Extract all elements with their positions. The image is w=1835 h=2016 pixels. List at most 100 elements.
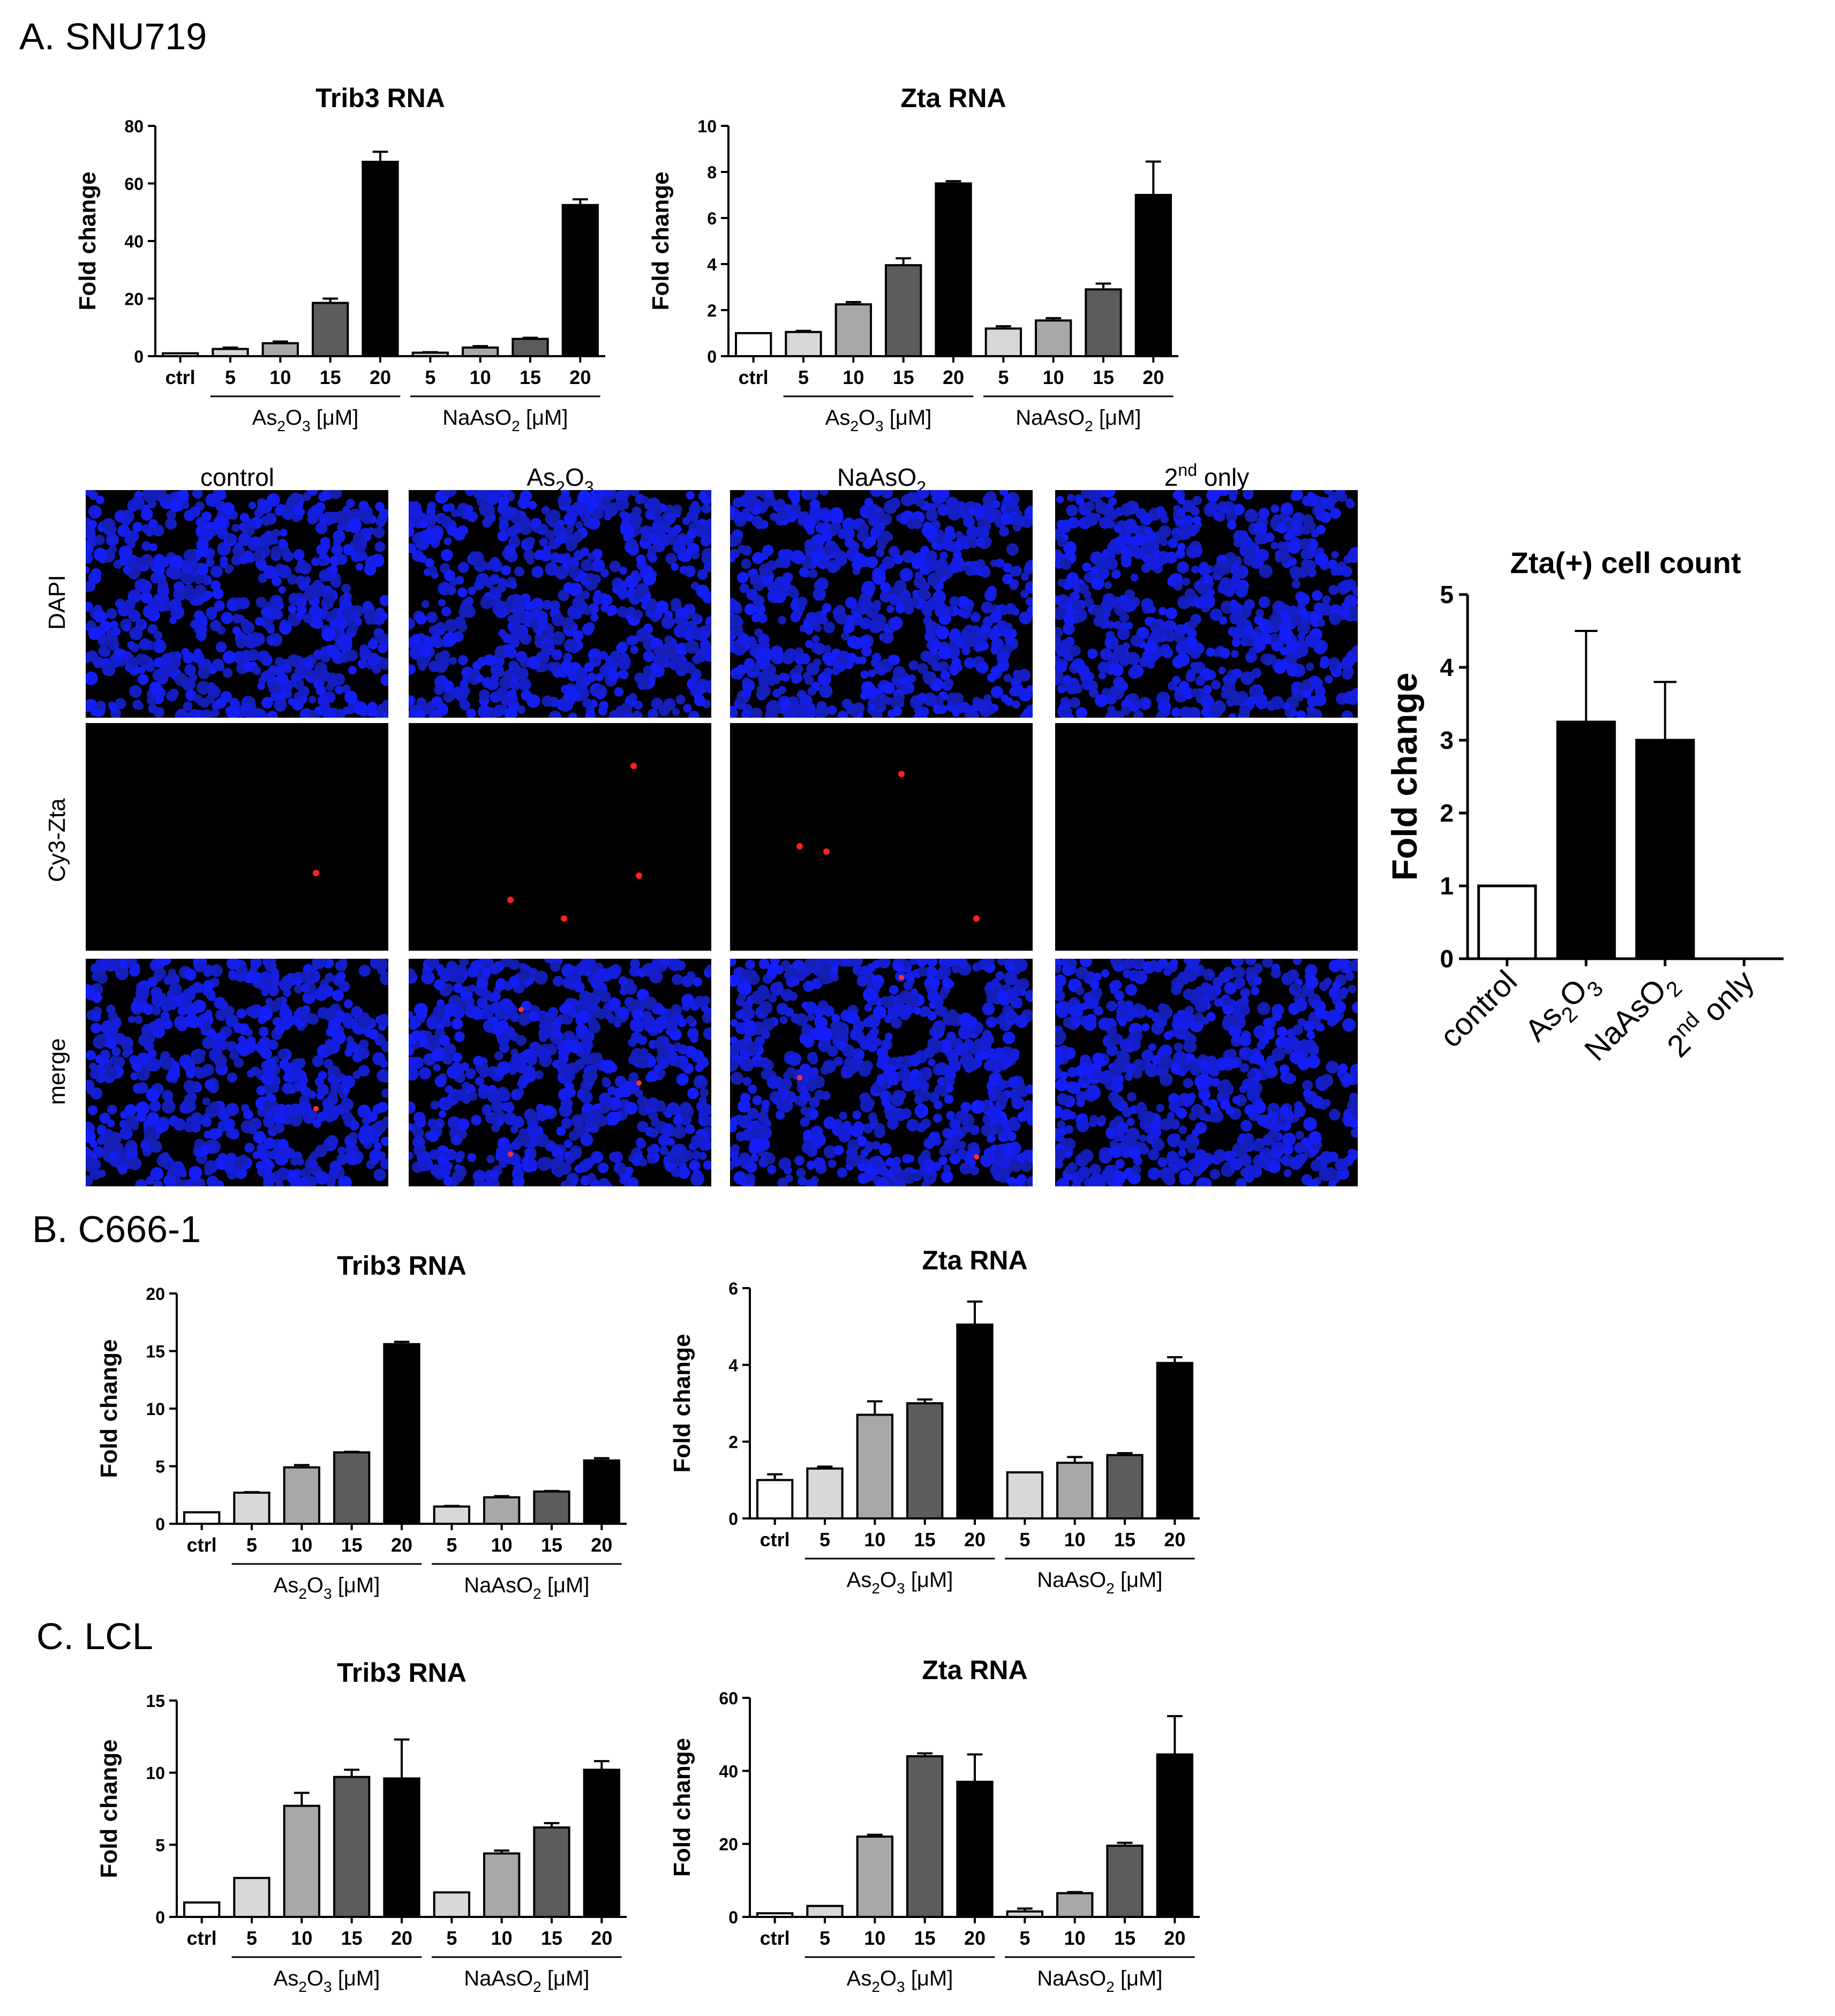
nucleus — [329, 490, 342, 499]
nucleus — [1226, 697, 1236, 707]
nucleus — [621, 518, 630, 528]
nucleus — [971, 625, 980, 634]
nucleus — [435, 964, 445, 973]
nucleus — [1341, 566, 1352, 577]
nucleus — [671, 1004, 682, 1016]
nucleus — [805, 640, 814, 649]
y-tick-label: 5 — [155, 1836, 165, 1855]
x-tick-label: 15 — [320, 366, 341, 388]
nucleus — [465, 1068, 476, 1079]
nucleus — [194, 960, 206, 973]
nucleus — [518, 1051, 531, 1063]
nucleus — [129, 609, 138, 617]
nucleus — [456, 509, 464, 517]
y-tick-label: 60 — [124, 175, 144, 194]
nucleus — [653, 507, 662, 516]
nucleus — [136, 986, 149, 1000]
nucleus — [223, 1159, 237, 1174]
micrograph-1-1 — [409, 723, 711, 951]
nucleus — [609, 560, 621, 573]
nucleus — [96, 972, 108, 984]
nucleus — [964, 711, 974, 718]
nucleus — [183, 651, 195, 664]
nucleus — [831, 667, 840, 676]
micrograph-1-0 — [86, 723, 388, 951]
nucleus — [841, 632, 849, 641]
nucleus — [618, 670, 626, 679]
nucleus — [374, 541, 386, 552]
nucleus — [242, 621, 255, 634]
nucleus — [335, 511, 350, 525]
nucleus — [1270, 633, 1279, 642]
nucleus — [517, 1132, 531, 1146]
nucleus — [167, 973, 180, 986]
nucleus — [294, 976, 303, 986]
nucleus — [619, 567, 628, 575]
nucleus — [1108, 710, 1122, 718]
nucleus — [931, 661, 942, 672]
nucleus — [1254, 533, 1266, 545]
group-label: NaAsO2 [μM] — [1016, 406, 1141, 434]
nucleus — [359, 648, 372, 661]
nucleus — [437, 1155, 446, 1164]
nucleus — [472, 1170, 486, 1183]
x-tick-label: 5 — [446, 1534, 457, 1556]
nucleus — [1065, 653, 1074, 661]
nucleus — [92, 992, 102, 1003]
nucleus — [646, 600, 659, 614]
nucleus — [512, 523, 523, 534]
zta-positive-cell — [507, 897, 514, 903]
group-label: NaAsO2 [μM] — [464, 1574, 589, 1602]
nucleus — [1314, 552, 1329, 567]
nucleus — [672, 708, 680, 716]
nucleus — [241, 1104, 250, 1112]
nucleus — [434, 979, 446, 990]
nucleus — [196, 681, 210, 695]
nucleus — [152, 1170, 161, 1179]
nucleus — [907, 674, 916, 683]
nucleus — [183, 565, 193, 574]
nucleus — [672, 1125, 686, 1139]
nucleus — [459, 699, 468, 708]
x-tick-label: 10 — [470, 366, 491, 388]
nucleus — [586, 1172, 596, 1182]
nucleus — [336, 972, 346, 981]
nucleus — [660, 959, 669, 967]
nucleus — [693, 977, 703, 987]
x-tick-label: ctrl — [187, 1927, 217, 1949]
nucleus — [183, 701, 193, 711]
nucleus — [1120, 705, 1131, 716]
nucleus — [296, 600, 304, 608]
nucleus — [1259, 564, 1273, 578]
nucleus — [814, 611, 823, 619]
nucleus — [206, 1175, 219, 1186]
nucleus — [336, 554, 348, 565]
nucleus — [444, 490, 457, 497]
nucleus — [830, 511, 844, 525]
nucleus — [913, 552, 927, 566]
nucleus — [148, 519, 158, 529]
nucleus — [541, 642, 555, 656]
y-tick-label: 1 — [1440, 872, 1454, 900]
nucleus — [860, 670, 869, 679]
nucleus — [341, 583, 351, 593]
nucleus — [681, 994, 695, 1007]
nucleus — [870, 659, 878, 667]
nucleus — [456, 1150, 465, 1160]
nucleus — [847, 635, 860, 649]
x-tick-label: ctrl — [166, 366, 195, 388]
zta-positive-cell — [508, 1152, 513, 1157]
nucleus — [931, 493, 942, 504]
nucleus — [537, 1012, 548, 1023]
nucleus — [207, 1145, 216, 1154]
nucleus — [969, 560, 982, 573]
nucleus — [119, 1120, 128, 1129]
nucleus — [618, 976, 628, 986]
x-tick-label: 20 — [1142, 366, 1164, 388]
x-tick-label: 5 — [998, 366, 1009, 388]
nucleus — [473, 1179, 485, 1186]
nucleus — [268, 665, 277, 674]
nucleus — [415, 710, 426, 718]
nucleus — [202, 980, 214, 991]
nucleus — [1341, 656, 1355, 669]
